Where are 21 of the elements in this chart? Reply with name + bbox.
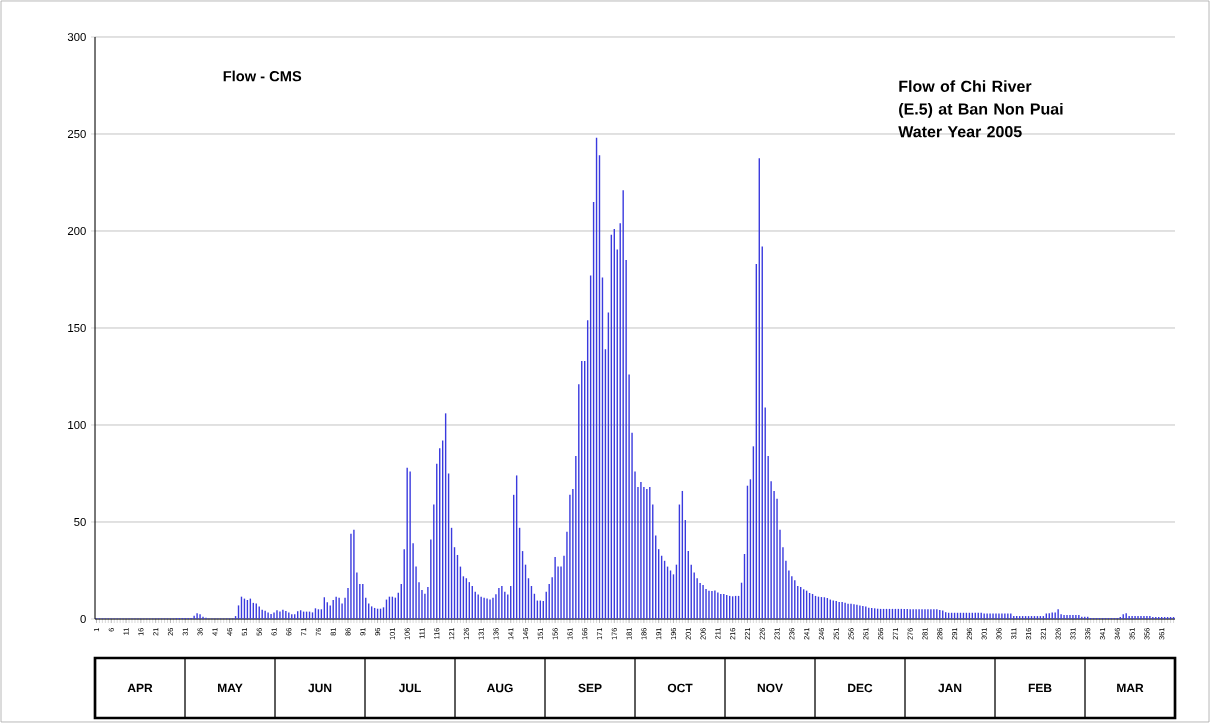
- y-tick-label: 50: [74, 517, 86, 526]
- text: FEB: [1028, 683, 1052, 693]
- text: MAY: [218, 683, 243, 693]
- y-tick-label: 300: [67, 32, 86, 41]
- y-axis-title: Flow - CMS: [223, 70, 302, 82]
- text: MAR: [1117, 683, 1144, 693]
- text: APR: [127, 683, 153, 693]
- text: JAN: [938, 683, 962, 693]
- text: JUL: [398, 683, 421, 693]
- text: Flow of Chi River (E.5) at Ban Non Puai Water Year 2005: [898, 80, 1063, 138]
- text: DEC: [848, 683, 873, 693]
- y-tick-label: 250: [67, 129, 86, 138]
- text: NOV: [757, 683, 783, 693]
- y-tick-label: 200: [67, 226, 86, 235]
- y-tick-label: 0: [80, 614, 86, 623]
- y-tick-label: 150: [68, 323, 86, 332]
- text: JUN: [308, 683, 332, 693]
- text: OCT: [667, 683, 693, 693]
- text: SEP: [578, 683, 602, 693]
- text: AUG: [486, 683, 513, 693]
- y-tick-label: 100: [68, 420, 86, 429]
